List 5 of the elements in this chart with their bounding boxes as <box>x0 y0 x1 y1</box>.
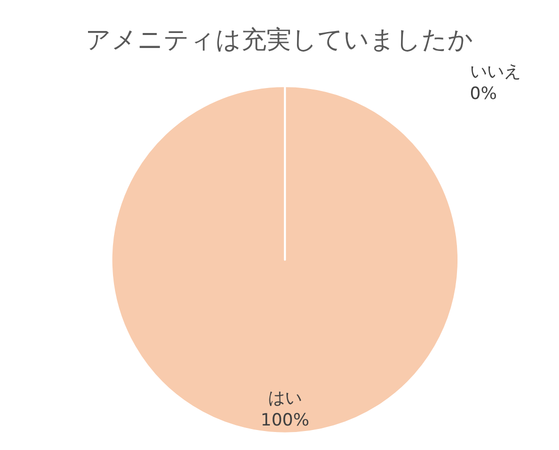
text: 0% <box>470 84 497 104</box>
slice-label: はい <box>268 388 302 409</box>
chart-title: アメニティは充実していましたか <box>86 25 474 54</box>
data-label: 100% <box>260 410 310 431</box>
category-label: いいえ <box>470 62 521 82</box>
